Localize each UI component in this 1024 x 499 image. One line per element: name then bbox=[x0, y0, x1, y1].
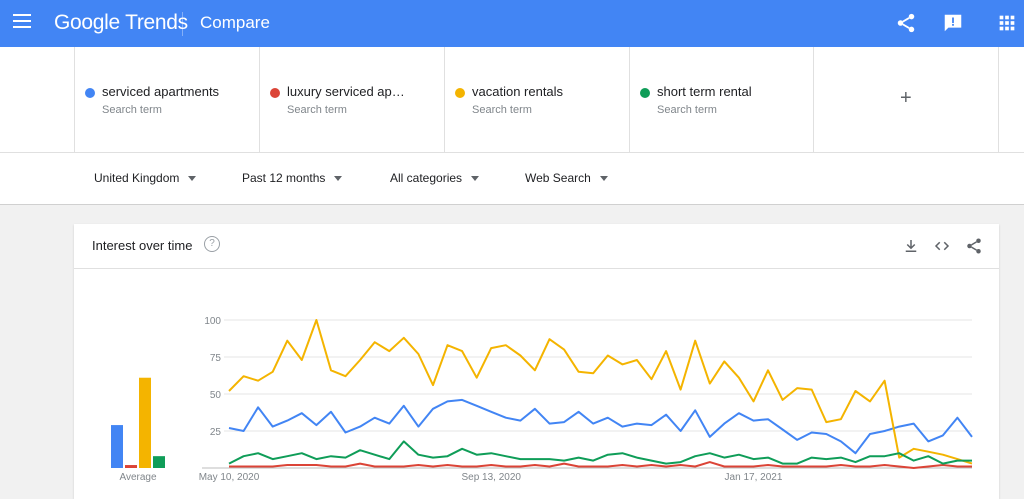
card-title: Interest over time bbox=[92, 238, 193, 253]
help-icon[interactable]: ? bbox=[204, 236, 220, 252]
interest-over-time-card: Interest over time ? 100 75 50 25 May 10, 20… bbox=[74, 224, 999, 499]
x-tick-label: Jan 17, 2021 bbox=[725, 472, 783, 483]
caret-down-icon bbox=[334, 176, 343, 182]
filters-row: United Kingdom Past 12 months All catego… bbox=[0, 152, 1024, 205]
category-filter[interactable]: All categories bbox=[390, 171, 480, 185]
series-color-dot bbox=[85, 88, 95, 98]
caret-down-icon bbox=[188, 176, 197, 182]
card-header: Interest over time ? bbox=[74, 224, 999, 269]
series-line bbox=[228, 440, 972, 465]
compare-terms-row: serviced apartments Search term luxury s… bbox=[0, 47, 1024, 152]
term-name: luxury serviced ap… bbox=[287, 84, 405, 99]
term-card-serviced-apartments[interactable]: serviced apartments Search term bbox=[74, 47, 259, 152]
x-tick-label: May 10, 2020 bbox=[199, 472, 260, 483]
y-tick-label: 100 bbox=[204, 316, 221, 327]
average-bar bbox=[111, 425, 123, 468]
term-name: serviced apartments bbox=[102, 84, 220, 99]
add-comparison-button[interactable]: + bbox=[813, 47, 999, 152]
series-line bbox=[228, 398, 973, 455]
caret-down-icon bbox=[599, 176, 608, 182]
y-tick-label: 50 bbox=[210, 390, 222, 401]
series-color-dot bbox=[640, 88, 650, 98]
average-bar bbox=[125, 465, 137, 468]
region-filter[interactable]: United Kingdom bbox=[94, 171, 197, 185]
apps-icon[interactable] bbox=[996, 12, 1018, 34]
time-filter-label: Past 12 months bbox=[242, 171, 326, 185]
page-title: Compare bbox=[200, 13, 270, 32]
search-type-filter-label: Web Search bbox=[525, 171, 591, 185]
download-icon[interactable] bbox=[902, 237, 920, 255]
term-type: Search term bbox=[102, 104, 162, 116]
term-card-short-term-rental[interactable]: short term rental Search term bbox=[629, 47, 814, 152]
term-card-luxury-serviced-apartments[interactable]: luxury serviced ap… Search term bbox=[259, 47, 444, 152]
series-color-dot bbox=[270, 88, 280, 98]
term-name: short term rental bbox=[657, 84, 752, 99]
average-bar bbox=[153, 456, 165, 468]
series-line bbox=[228, 319, 973, 465]
average-label: Average bbox=[119, 472, 157, 483]
y-tick-label: 25 bbox=[210, 427, 222, 438]
term-name: vacation rentals bbox=[472, 84, 564, 99]
caret-down-icon bbox=[471, 176, 480, 182]
time-filter[interactable]: Past 12 months bbox=[242, 171, 343, 185]
menu-icon[interactable] bbox=[13, 14, 31, 32]
share-icon[interactable] bbox=[895, 12, 917, 34]
app-header: Google Trends Compare bbox=[0, 0, 1024, 47]
x-tick-label: Sep 13, 2020 bbox=[461, 472, 521, 483]
share-icon[interactable] bbox=[965, 237, 983, 255]
interest-over-time-chart: 100 75 50 25 May 10, 2020 Sep 13, 2020 Jan 17,… bbox=[111, 316, 973, 483]
average-bar bbox=[139, 377, 151, 468]
term-type: Search term bbox=[657, 104, 717, 116]
header-divider bbox=[182, 12, 183, 36]
region-filter-label: United Kingdom bbox=[94, 171, 180, 185]
add-icon: + bbox=[900, 87, 912, 109]
term-type: Search term bbox=[287, 104, 347, 116]
search-type-filter[interactable]: Web Search bbox=[525, 171, 608, 185]
term-card-vacation-rentals[interactable]: vacation rentals Search term bbox=[444, 47, 629, 152]
google-trends-logo[interactable]: Google Trends bbox=[54, 11, 188, 34]
category-filter-label: All categories bbox=[390, 171, 463, 185]
series-color-dot bbox=[455, 88, 465, 98]
embed-icon[interactable] bbox=[933, 237, 951, 255]
term-type: Search term bbox=[472, 104, 532, 116]
y-tick-label: 75 bbox=[210, 353, 222, 364]
series-line bbox=[229, 461, 972, 469]
feedback-icon[interactable] bbox=[942, 12, 964, 34]
